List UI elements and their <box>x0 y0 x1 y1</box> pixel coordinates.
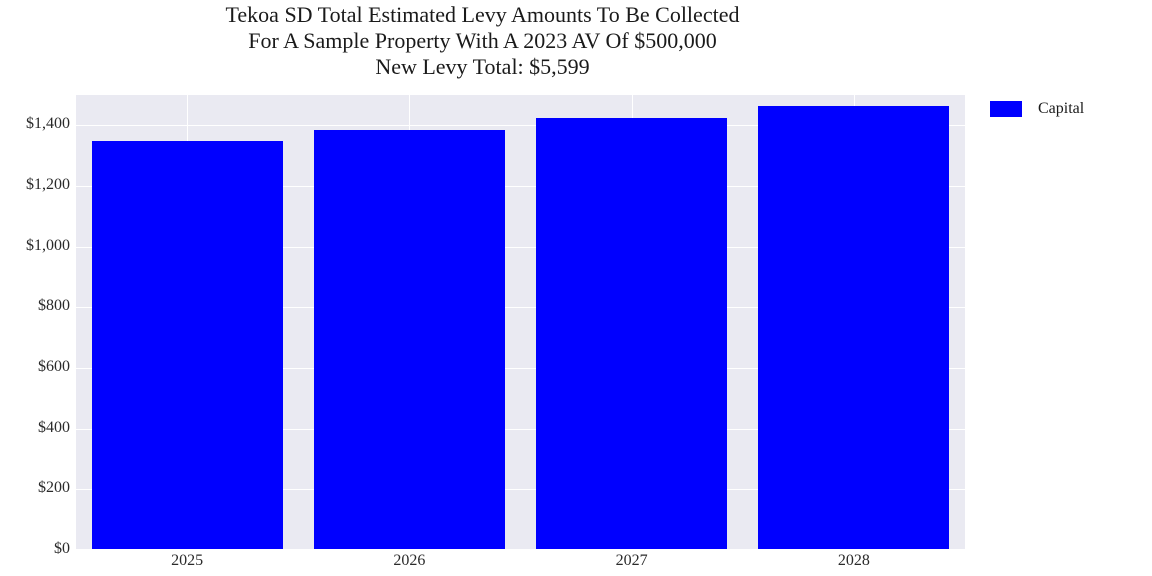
y-tick-1000: $1,000 <box>0 237 70 255</box>
bar-2027 <box>536 118 727 549</box>
legend-swatch-capital <box>990 101 1022 117</box>
bar-2025 <box>92 141 283 549</box>
y-tick-1400: $1,400 <box>0 115 70 133</box>
x-tick-2026: 2026 <box>393 552 425 570</box>
chart-title: Tekoa SD Total Estimated Levy Amounts To… <box>0 2 965 80</box>
chart-container: Tekoa SD Total Estimated Levy Amounts To… <box>0 0 1152 576</box>
y-tick-400: $400 <box>0 419 70 437</box>
y-tick-1200: $1,200 <box>0 176 70 194</box>
bar-2028 <box>758 106 949 549</box>
legend: Capital <box>990 100 1084 118</box>
plot-area <box>76 94 965 549</box>
y-tick-800: $800 <box>0 297 70 315</box>
bars-layer <box>76 95 965 549</box>
y-tick-600: $600 <box>0 358 70 376</box>
chart-title-line-1: Tekoa SD Total Estimated Levy Amounts To… <box>0 2 965 28</box>
gridline-0 <box>76 550 965 551</box>
x-tick-2025: 2025 <box>171 552 203 570</box>
chart-title-line-2: For A Sample Property With A 2023 AV Of … <box>0 28 965 54</box>
y-tick-0: $0 <box>0 540 70 558</box>
x-tick-2028: 2028 <box>838 552 870 570</box>
legend-label-capital: Capital <box>1038 100 1084 118</box>
x-tick-2027: 2027 <box>616 552 648 570</box>
bar-2026 <box>314 130 505 549</box>
y-tick-200: $200 <box>0 479 70 497</box>
chart-title-line-3: New Levy Total: $5,599 <box>0 54 965 80</box>
